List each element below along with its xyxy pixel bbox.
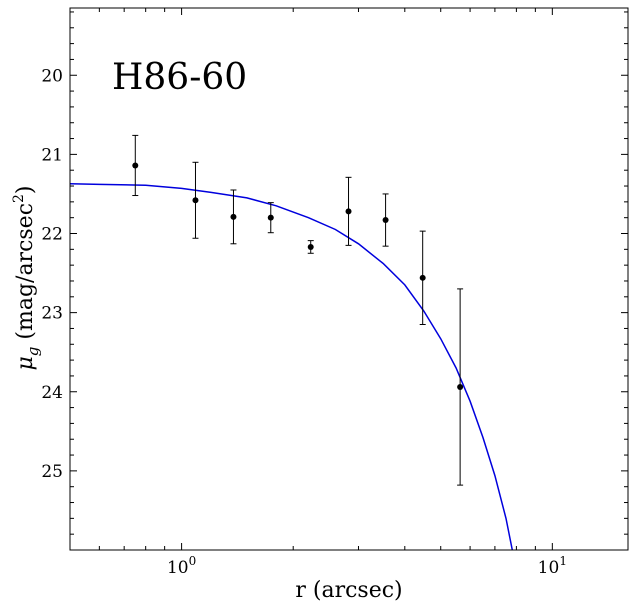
y-tick-label-3: 22 [41, 225, 63, 245]
data-marker [192, 197, 199, 204]
data-point-7 [382, 193, 389, 247]
x-tick-label-2: 101 [538, 554, 567, 578]
data-marker [132, 162, 139, 169]
data-marker [230, 213, 237, 220]
svg-text:μg (mag/arcsec2): μg (mag/arcsec2) [11, 185, 42, 370]
y-axis-label: μg (mag/arcsec2) [11, 185, 42, 370]
data-marker [382, 217, 389, 224]
data-point-8 [419, 230, 426, 325]
plot-frame [69, 7, 629, 551]
data-point-1 [132, 134, 139, 197]
data-marker [345, 208, 352, 215]
data-point-2 [192, 161, 199, 239]
plot-area [70, 134, 514, 550]
chart-annotation: H86-60 [112, 57, 247, 98]
y-tick-label-5: 24 [41, 383, 63, 403]
data-marker [267, 214, 274, 221]
data-point-5 [307, 240, 314, 254]
data-marker [457, 384, 464, 391]
data-marker [307, 243, 314, 250]
data-point-3 [230, 189, 237, 245]
model-curve [70, 182, 514, 550]
x-axis-label: r (arcsec) [295, 578, 402, 603]
data-point-4 [267, 202, 274, 234]
data-point-9 [457, 288, 464, 486]
axis-labels: 100 101 20 21 22 23 24 25 [41, 66, 567, 578]
y-tick-label-2: 21 [41, 145, 63, 165]
y-tick-label-6: 25 [41, 462, 63, 482]
data-marker [419, 274, 426, 281]
data-point-6 [345, 176, 352, 246]
y-tick-label-1: 20 [41, 66, 63, 86]
axis-ticks [70, 8, 628, 550]
x-tick-label-1: 100 [167, 554, 196, 578]
y-tick-label-4: 23 [41, 304, 63, 324]
